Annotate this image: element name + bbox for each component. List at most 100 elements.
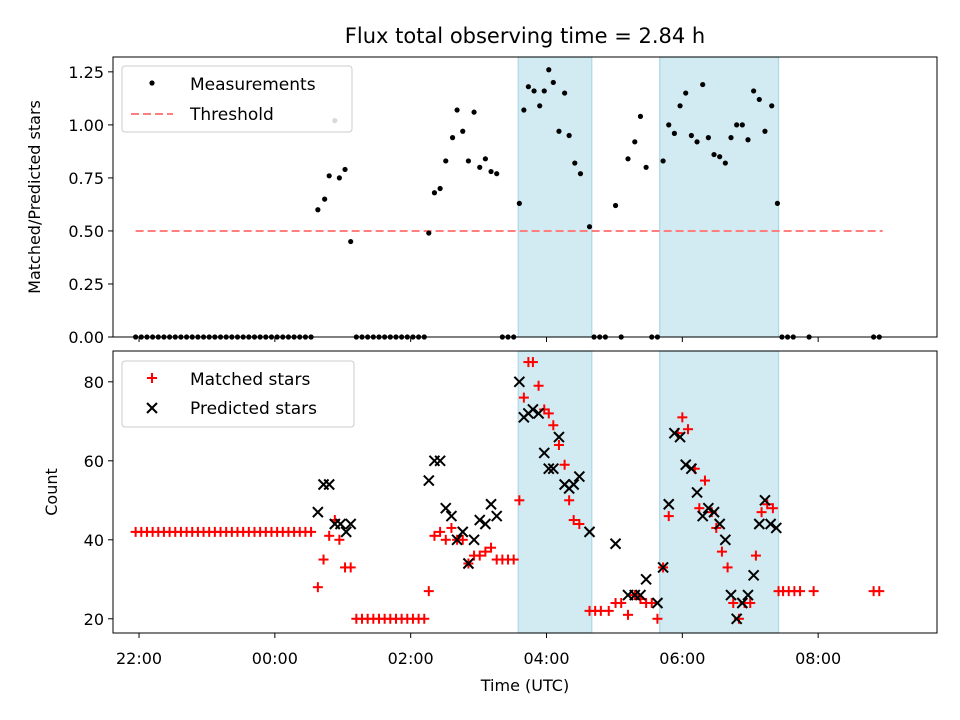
matched-star-point [574, 518, 585, 529]
cross-stroke [736, 597, 749, 609]
matched-star-point [334, 534, 345, 545]
matched-star-point [306, 526, 317, 537]
top-y-tick-label: 0.75 [68, 169, 104, 188]
cross-stroke [513, 376, 526, 388]
top-plot-frame [112, 56, 938, 338]
cross-stroke [334, 518, 347, 530]
predicted-star-point [730, 613, 743, 625]
measurement-point [751, 88, 757, 94]
measurement-point [711, 151, 717, 158]
measurement-point [454, 107, 460, 113]
top-panel: 0.00 0.25 0.50 0.75 1.00 1.25 Matched/Predict… [25, 56, 938, 347]
predicted-star-point [434, 455, 446, 467]
measurement-point [336, 175, 342, 181]
predicted-star-point [736, 597, 749, 609]
cross-stroke [770, 522, 782, 534]
measurement-point [625, 156, 631, 162]
top-legend: Measurements Threshold [121, 65, 353, 133]
matched-star-point [533, 380, 544, 391]
matched-star-point [699, 475, 710, 486]
cross-stroke [462, 557, 475, 570]
predicted-star-point [634, 589, 647, 601]
measurement-point [315, 207, 321, 213]
matched-star-point [508, 554, 519, 565]
top-y-tick-label: 1.00 [68, 116, 104, 135]
cross-stroke [146, 402, 158, 414]
predicted-star-point [513, 376, 526, 388]
matched-star-point [652, 613, 663, 624]
legend-predicted-label: Predicted stars [190, 399, 317, 419]
predicted-star-point [334, 518, 347, 530]
cross-stroke [634, 589, 647, 601]
predicted-star-point [742, 589, 754, 601]
measurement-point [525, 84, 531, 90]
measurement-point [717, 154, 723, 160]
matched-star-point [874, 586, 885, 597]
bottom-axis-ticks: 20 40 60 80 22:00 00:00 02:00 04:00 06:00 08:00 [84, 373, 842, 668]
matched-star-point [677, 412, 688, 423]
matched-star-point [419, 613, 430, 624]
measurement-point [494, 171, 500, 177]
matched-star-point [728, 597, 739, 608]
predicted-star-point [747, 569, 760, 582]
top-legend-box [121, 65, 353, 133]
cross-stroke [663, 498, 675, 510]
cross-stroke [553, 431, 565, 443]
predicted-star-point [468, 534, 480, 546]
predicted-star-point [451, 534, 463, 546]
matched-star-point [514, 495, 525, 506]
matched-star-point [767, 503, 778, 514]
cross-stroke [485, 498, 497, 510]
matched-star-point [553, 440, 564, 450]
measurement-point [637, 113, 644, 119]
measurement-point [348, 238, 354, 245]
measurement-point [774, 200, 781, 206]
x-axis-label: Time (UTC) [480, 676, 569, 695]
cross-stroke [730, 613, 743, 625]
top-y-axis-label: Matched/Predicted stars [25, 100, 44, 294]
x-tick-label: 02:00 [388, 649, 434, 668]
measurement-point [516, 200, 522, 206]
cross-stroke [527, 403, 539, 416]
cross-stroke [753, 518, 766, 530]
matched-star-point [756, 507, 767, 518]
predicted-star-point [680, 459, 692, 471]
measurement-point [541, 88, 547, 94]
measurement-point [660, 158, 666, 164]
x-tick-label: 08:00 [795, 649, 841, 668]
matched-star-point [750, 550, 761, 561]
matched-star-point [429, 530, 440, 541]
cross-stroke [651, 597, 664, 609]
predicted-star-point [567, 478, 580, 491]
predicted-star-point [702, 502, 715, 514]
matched-star-point [474, 550, 485, 561]
matched-star-point [603, 605, 614, 616]
matched-star-point [548, 420, 559, 431]
cross-stroke [696, 510, 709, 522]
matched-star-point [722, 562, 733, 573]
predicted-star-point [527, 403, 539, 416]
measurement-point [460, 128, 466, 134]
predicted-star-point [609, 538, 622, 550]
bottom-y-tick-label: 40 [84, 531, 104, 550]
cross-stroke [680, 459, 692, 471]
measurement-point [586, 224, 593, 230]
legend-predicted-marker [146, 402, 158, 414]
predicted-star-point [532, 407, 545, 420]
cross-stroke [702, 502, 715, 514]
predicted-star-point [340, 526, 352, 538]
cross-stroke [609, 538, 622, 550]
predicted-star-point [312, 506, 324, 518]
cross-stroke [423, 474, 435, 487]
matched-star-point [559, 459, 570, 470]
top-y-tick-label: 1.25 [68, 63, 104, 82]
measurement-point [546, 67, 552, 73]
shaded-span [517, 350, 593, 634]
legend-measurement-marker [149, 80, 155, 86]
measurement-point [728, 135, 734, 141]
cross-stroke [640, 573, 652, 585]
matched-star-point [440, 534, 451, 545]
predicted-star-point [543, 462, 555, 475]
measurement-point [577, 171, 584, 177]
matched-star-point [808, 586, 819, 597]
